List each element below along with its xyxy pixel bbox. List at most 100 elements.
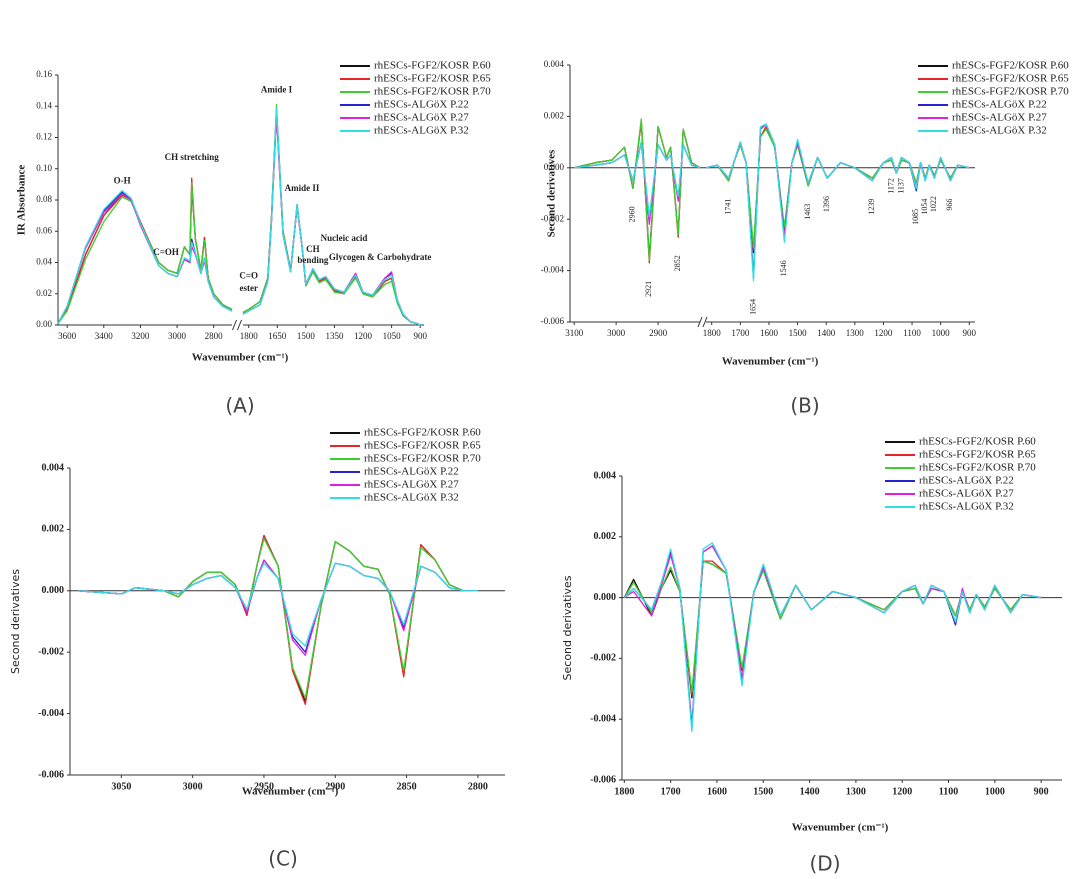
axis-break (232, 319, 237, 331)
x-tick-label: 2900 (325, 781, 345, 792)
y-tick-label: 0.000 (42, 585, 65, 596)
panel-label: (B) (790, 394, 819, 418)
y-tick-label: 0.02 (36, 288, 52, 298)
x-tick-label: 1800 (240, 331, 259, 341)
spectrum-line (57, 182, 233, 324)
y-tick-label: 0.000 (594, 592, 617, 603)
x-tick-label: 3100 (565, 328, 584, 338)
legend-label: rhESCs-FGF2/KOSR P.60 (374, 60, 491, 72)
y-tick-label: 0.12 (36, 132, 52, 142)
x-tick-label: 1600 (707, 786, 727, 797)
y-tick-label: 0.002 (42, 524, 65, 535)
peak-label: 2960 (628, 206, 637, 222)
x-tick-label: 1100 (903, 328, 921, 338)
spectrum-line (78, 534, 478, 702)
legend-label: rhESCs-FGF2/KOSR P.70 (364, 453, 481, 465)
x-tick-label: 1500 (789, 328, 808, 338)
annotation: C=OH (153, 247, 179, 257)
legend-label: rhESCs-FGF2/KOSR P.65 (919, 449, 1036, 461)
peak-label: 1085 (911, 209, 920, 225)
x-tick-label: 1800 (703, 328, 722, 338)
y-tick-label: 0.002 (594, 531, 617, 542)
x-axis-title: Wavenumber (cm⁻¹) (192, 352, 289, 364)
annotation: ester (239, 283, 257, 293)
axis-break (697, 316, 703, 328)
spectrum-line (574, 118, 701, 261)
y-axis-title: Second derivatives (9, 569, 22, 674)
x-tick-label: 900 (963, 328, 977, 338)
x-tick-label: 1350 (325, 331, 344, 341)
spectrum-line (574, 141, 701, 218)
x-tick-label: 3000 (183, 781, 203, 792)
x-tick-label: 1700 (661, 786, 681, 797)
legend-label: rhESCs-FGF2/KOSR P.60 (364, 427, 481, 439)
annotation: Nucleic acid (321, 233, 368, 243)
y-tick-label: 0.00 (36, 319, 52, 329)
y-tick-label: -0.006 (590, 774, 616, 785)
legend-label: rhESCs-FGF2/KOSR P.65 (952, 73, 1069, 85)
peak-label: 1137 (896, 178, 905, 194)
legend-label: rhESCs-FGF2/KOSR P.70 (374, 86, 491, 98)
y-tick-label: 0.002 (544, 110, 564, 120)
x-tick-label: 1000 (985, 786, 1005, 797)
x-tick-label: 1200 (892, 786, 912, 797)
x-tick-label: 1600 (760, 328, 779, 338)
peak-label: 1022 (929, 196, 938, 212)
spectrum-line (574, 120, 701, 259)
x-tick-label: 3000 (168, 331, 187, 341)
y-tick-label: -0.004 (590, 713, 616, 724)
x-tick-label: 1050 (383, 331, 402, 341)
axis-break (237, 319, 242, 331)
annotation: Glycogen & Carbohydrate (329, 252, 432, 262)
legend-label: rhESCs-ALGöX P.22 (374, 99, 469, 111)
spectrum-line (705, 126, 970, 251)
x-tick-label: 1400 (817, 328, 836, 338)
y-tick-label: 0.004 (544, 59, 565, 69)
x-tick-label: 1400 (800, 786, 820, 797)
spectrum-line (242, 107, 424, 326)
spectrum-line (242, 110, 424, 326)
x-tick-label: 1000 (932, 328, 951, 338)
y-tick-label: -0.004 (38, 708, 64, 719)
spectrum-line (574, 120, 701, 264)
panel-label: (C) (268, 847, 298, 871)
spectrum-line (705, 126, 970, 254)
y-tick-label: -0.006 (38, 769, 64, 780)
spectrum-line (242, 111, 424, 326)
annotation: CH stretching (165, 152, 220, 162)
y-tick-label: 0.10 (36, 163, 52, 173)
peak-label: 1463 (803, 204, 812, 220)
y-tick-label: -0.006 (541, 316, 565, 326)
annotation: Amide I (261, 85, 293, 95)
spectrum-line (242, 114, 424, 326)
x-tick-label: 3600 (58, 331, 77, 341)
legend-label: rhESCs-ALGöX P.32 (919, 501, 1014, 513)
legend-label: rhESCs-ALGöX P.27 (374, 112, 469, 124)
spectrum-line (623, 542, 1042, 733)
spectrum-line (623, 545, 1042, 726)
x-tick-label: 900 (1034, 786, 1049, 797)
legend-label: rhESCs-FGF2/KOSR P.65 (364, 440, 481, 452)
x-tick-label: 2800 (468, 781, 488, 792)
y-tick-label: 0.06 (36, 225, 52, 235)
legend-label: rhESCs-ALGöX P.27 (364, 479, 459, 491)
y-tick-label: 0.16 (36, 69, 52, 79)
legend-label: rhESCs-ALGöX P.32 (374, 125, 469, 137)
peak-label: 1546 (779, 260, 788, 276)
x-tick-label: 900 (413, 331, 427, 341)
legend-label: rhESCs-ALGöX P.32 (952, 125, 1047, 137)
x-tick-label: 1200 (874, 328, 893, 338)
legend-label: rhESCs-FGF2/KOSR P.65 (374, 73, 491, 85)
legend-label: rhESCs-ALGöX P.27 (919, 488, 1014, 500)
x-tick-label: 1500 (753, 786, 773, 797)
peak-label: 1396 (822, 196, 831, 212)
x-tick-label: 1100 (939, 786, 958, 797)
spectrum-line (242, 104, 424, 326)
x-tick-label: 1300 (846, 786, 866, 797)
peak-label: 1239 (867, 199, 876, 215)
legend-label: rhESCs-ALGöX P.22 (952, 99, 1047, 111)
legend-label: rhESCs-ALGöX P.22 (919, 475, 1014, 487)
x-tick-label: 1300 (846, 328, 865, 338)
y-tick-label: 0.004 (594, 470, 617, 481)
